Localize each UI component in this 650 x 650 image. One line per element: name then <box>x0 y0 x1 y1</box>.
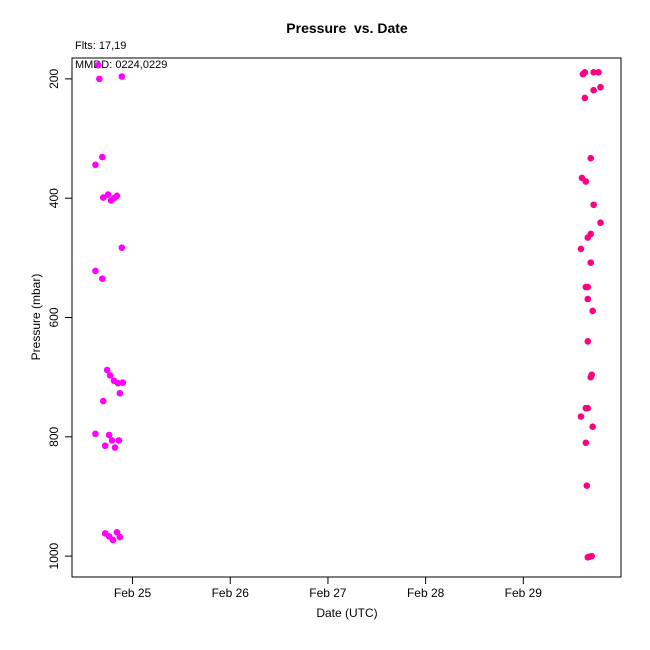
data-point <box>103 366 111 374</box>
data-point <box>595 69 602 76</box>
data-points <box>92 61 604 561</box>
data-point <box>581 69 589 76</box>
data-point <box>590 86 597 94</box>
x-tick-label: Feb 27 <box>309 586 347 600</box>
y-tick-label: 800 <box>47 426 61 446</box>
flights-annotation: Flts: 17,19 <box>75 40 127 52</box>
data-point <box>118 244 126 252</box>
data-point <box>590 69 597 76</box>
data-point <box>108 437 116 444</box>
data-point <box>113 528 121 536</box>
mmdd-annotation: MMDD: 0224,0229 <box>75 59 168 71</box>
data-point <box>96 75 103 83</box>
data-point <box>98 153 106 161</box>
data-point <box>95 61 102 69</box>
x-tick-label: Feb 29 <box>505 586 543 600</box>
y-axis: 200 400 600 800 1000 <box>47 69 72 569</box>
x-tick-label: Feb 26 <box>212 586 250 600</box>
x-axis-label: Date (UTC) <box>316 606 378 620</box>
y-tick-label: 200 <box>47 69 61 89</box>
data-point <box>92 161 99 169</box>
x-tick-label: Feb 28 <box>407 586 445 600</box>
x-axis: Feb 25 Feb 26 Feb 27 Feb 28 Feb 29 <box>114 577 542 600</box>
data-point <box>109 536 117 544</box>
data-point <box>104 191 112 198</box>
data-point <box>582 439 590 447</box>
data-point <box>587 259 595 266</box>
data-point <box>587 373 595 381</box>
data-point <box>597 219 604 226</box>
data-point <box>586 553 594 561</box>
x-tick-label: Feb 25 <box>114 586 152 600</box>
data-point <box>111 444 119 451</box>
y-tick-label: 600 <box>47 307 61 327</box>
data-point <box>583 482 591 490</box>
data-point <box>587 154 595 162</box>
data-point <box>98 275 106 283</box>
data-point <box>577 413 585 420</box>
data-point <box>584 338 592 345</box>
chart-title: Pressure vs. Date <box>286 20 408 36</box>
data-point <box>590 201 597 209</box>
plot-frame <box>71 57 622 578</box>
data-point <box>118 73 126 80</box>
data-point <box>584 295 592 303</box>
data-point <box>115 437 123 444</box>
data-point <box>589 307 596 315</box>
data-point <box>582 178 590 185</box>
data-point <box>101 442 109 450</box>
data-point <box>116 389 124 397</box>
data-point <box>589 423 596 430</box>
data-point <box>106 372 114 379</box>
data-point <box>92 430 99 438</box>
data-point <box>105 431 113 439</box>
data-point <box>92 267 99 275</box>
data-point <box>114 379 122 387</box>
data-point <box>116 533 124 541</box>
y-tick-label: 400 <box>47 188 61 208</box>
data-point <box>597 83 604 91</box>
data-point <box>99 194 107 201</box>
data-point <box>584 234 592 241</box>
data-point <box>113 192 121 200</box>
y-tick-label: 1000 <box>47 542 61 569</box>
data-point <box>581 94 589 102</box>
data-point <box>119 379 127 386</box>
data-point <box>99 397 107 405</box>
data-point <box>577 245 585 253</box>
data-point <box>582 404 590 412</box>
data-point <box>584 283 592 291</box>
